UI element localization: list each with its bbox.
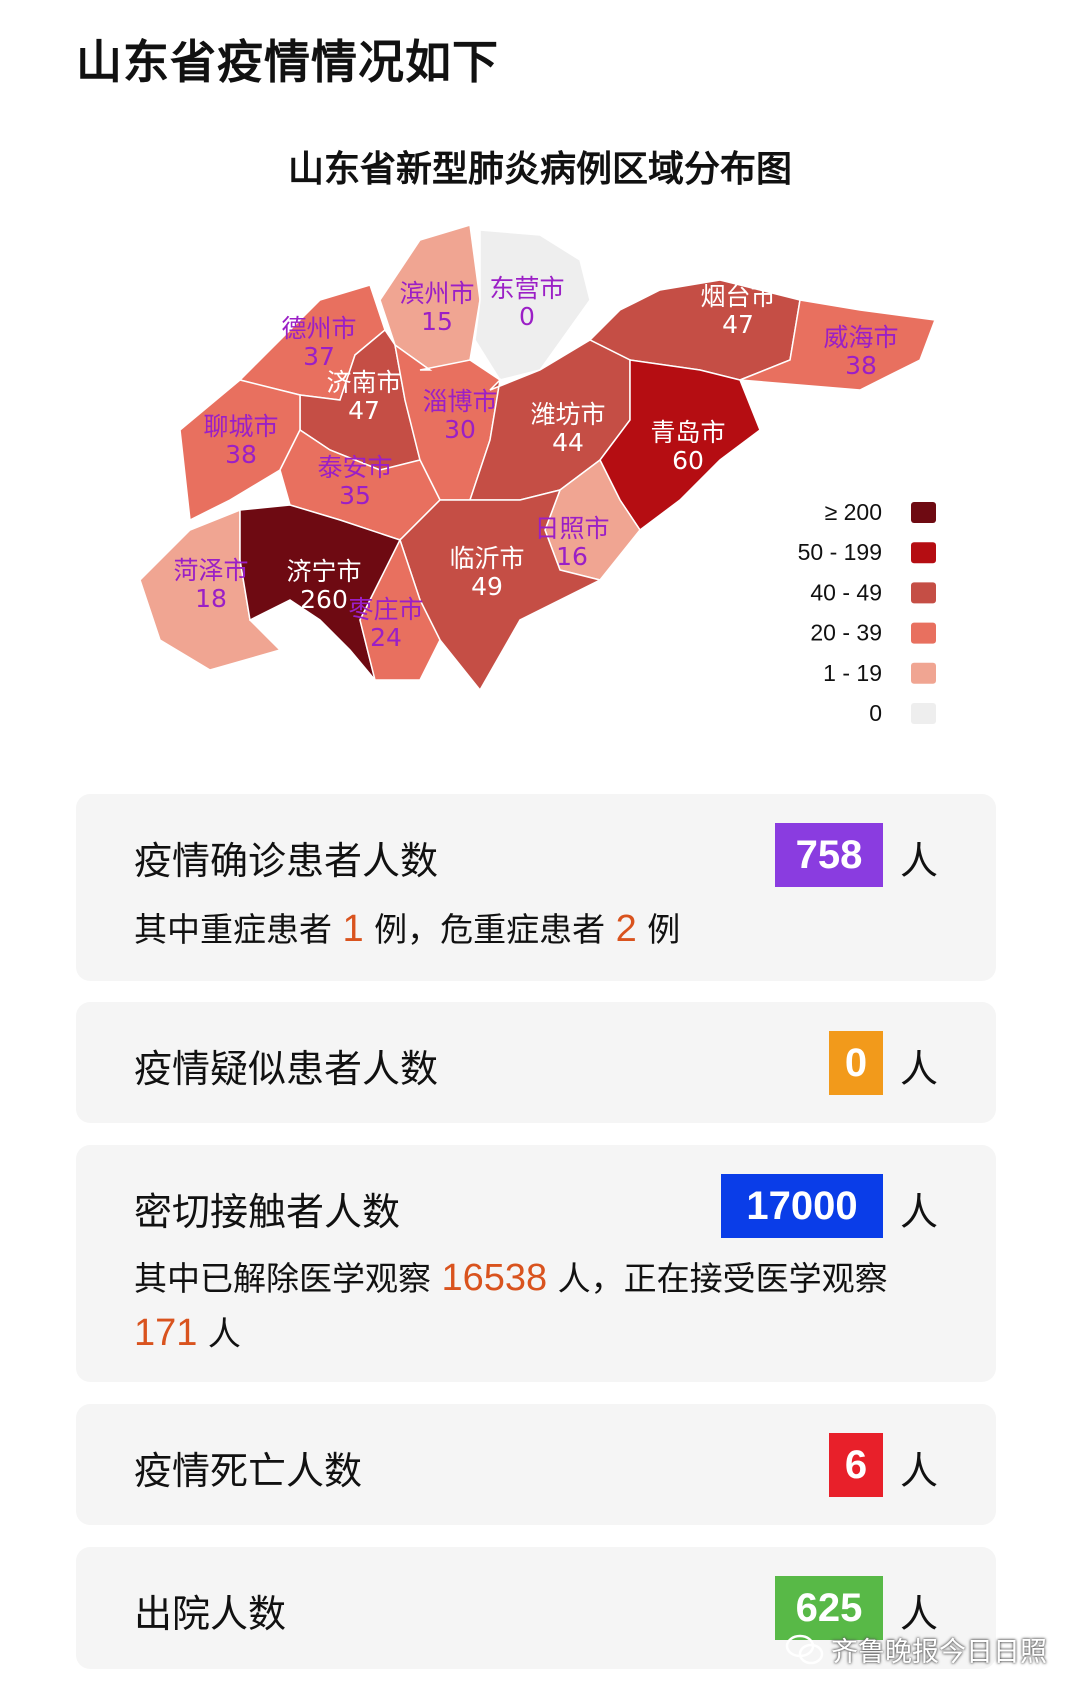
card-label: 密切接触者人数	[134, 1190, 401, 1234]
region-value-label: 35	[339, 481, 371, 510]
region-name-label: 聊城市	[203, 412, 278, 441]
legend-swatch	[911, 622, 936, 644]
region-value-label: 15	[421, 307, 453, 336]
legend-swatch	[911, 582, 936, 604]
region-name-label: 济南市	[326, 368, 401, 397]
region-name-label: 淄博市	[422, 387, 497, 416]
card-suspected: 疫情疑似患者人数 0 人	[76, 1002, 996, 1123]
region-value-label: 0	[519, 302, 535, 331]
legend-label: 20 - 39	[810, 620, 882, 646]
card-label: 疫情死亡人数	[134, 1449, 363, 1493]
watermark-text: 齐鲁晚报今日日照	[831, 1637, 1047, 1668]
region-value-label: 44	[552, 428, 584, 457]
legend-label: 40 - 49	[810, 579, 882, 605]
unit: 人	[899, 839, 938, 883]
region-value-label: 30	[444, 415, 476, 444]
legend-label: ≥ 200	[825, 499, 882, 525]
region-value-label: 47	[722, 310, 754, 339]
deaths-count-badge: 6	[829, 1433, 883, 1497]
region-value-label: 60	[672, 446, 704, 475]
unit: 人	[899, 1449, 938, 1493]
region-name-label: 菏泽市	[173, 556, 248, 585]
region-name-label: 日照市	[534, 514, 609, 543]
map-title: 山东省新型肺炎病例区域分布图	[287, 149, 792, 190]
legend-swatch	[911, 703, 936, 724]
region-name-label: 德州市	[281, 314, 356, 343]
page-title: 山东省疫情情况如下	[76, 35, 499, 89]
discharged-count-badge: 625	[775, 1576, 883, 1640]
legend-label: 50 - 199	[798, 539, 882, 565]
region-value-label: 18	[195, 584, 227, 613]
region-威海市	[739, 299, 937, 391]
region-name-label: 青岛市	[650, 418, 725, 447]
unit: 人	[899, 1592, 938, 1636]
confirmed-count-badge: 758	[775, 823, 883, 887]
region-枣庄市	[359, 538, 441, 681]
card-close-contacts: 密切接触者人数 17000 人 其中已解除医学观察 16538 人，正在接受医学…	[76, 1145, 996, 1382]
region-name-label: 滨州市	[399, 279, 474, 308]
legend-swatch	[911, 542, 936, 564]
card-label: 疫情确诊患者人数	[134, 839, 439, 883]
region-name-label: 枣庄市	[348, 595, 423, 624]
unit: 人	[899, 1047, 938, 1091]
contacts-count-badge: 17000	[721, 1174, 883, 1238]
card-confirmed: 疫情确诊患者人数 758 人 其中重症患者 1 例，危重症患者 2 例	[76, 794, 996, 981]
watermark: 齐鲁晚报今日日照	[785, 1630, 1047, 1669]
region-name-label: 烟台市	[700, 282, 775, 311]
legend-swatch	[911, 502, 936, 523]
card-detail: 其中已解除医学观察 16538 人，正在接受医学观察 171 人	[134, 1257, 888, 1354]
card-discharged: 出院人数 625 人	[76, 1547, 996, 1669]
card-label: 出院人数	[134, 1592, 287, 1636]
region-value-label: 16	[556, 542, 588, 571]
region-name-label: 泰安市	[317, 453, 392, 482]
unit: 人	[899, 1190, 938, 1234]
region-value-label: 37	[303, 342, 335, 371]
region-name-label: 威海市	[823, 323, 898, 352]
legend-label: 0	[869, 700, 882, 726]
region-value-label: 38	[225, 440, 257, 469]
wechat-icon	[785, 1634, 824, 1664]
region-青岛市	[599, 359, 761, 532]
card-label: 疫情疑似患者人数	[134, 1047, 439, 1091]
region-name-label: 潍坊市	[530, 400, 605, 429]
legend-label: 1 - 19	[823, 660, 882, 686]
region-value-label: 38	[845, 351, 877, 380]
region-name-label: 济宁市	[286, 557, 361, 586]
region-name-label: 东营市	[489, 274, 564, 303]
region-value-label: 260	[300, 585, 348, 614]
region-value-label: 49	[471, 572, 503, 601]
card-deaths: 疫情死亡人数 6 人	[76, 1404, 996, 1525]
region-value-label: 47	[348, 396, 380, 425]
region-name-label: 临沂市	[449, 544, 524, 573]
region-value-label: 24	[370, 623, 402, 652]
suspected-count-badge: 0	[829, 1031, 883, 1095]
card-detail: 其中重症患者 1 例，危重症患者 2 例	[134, 908, 681, 950]
legend-swatch	[911, 662, 936, 684]
